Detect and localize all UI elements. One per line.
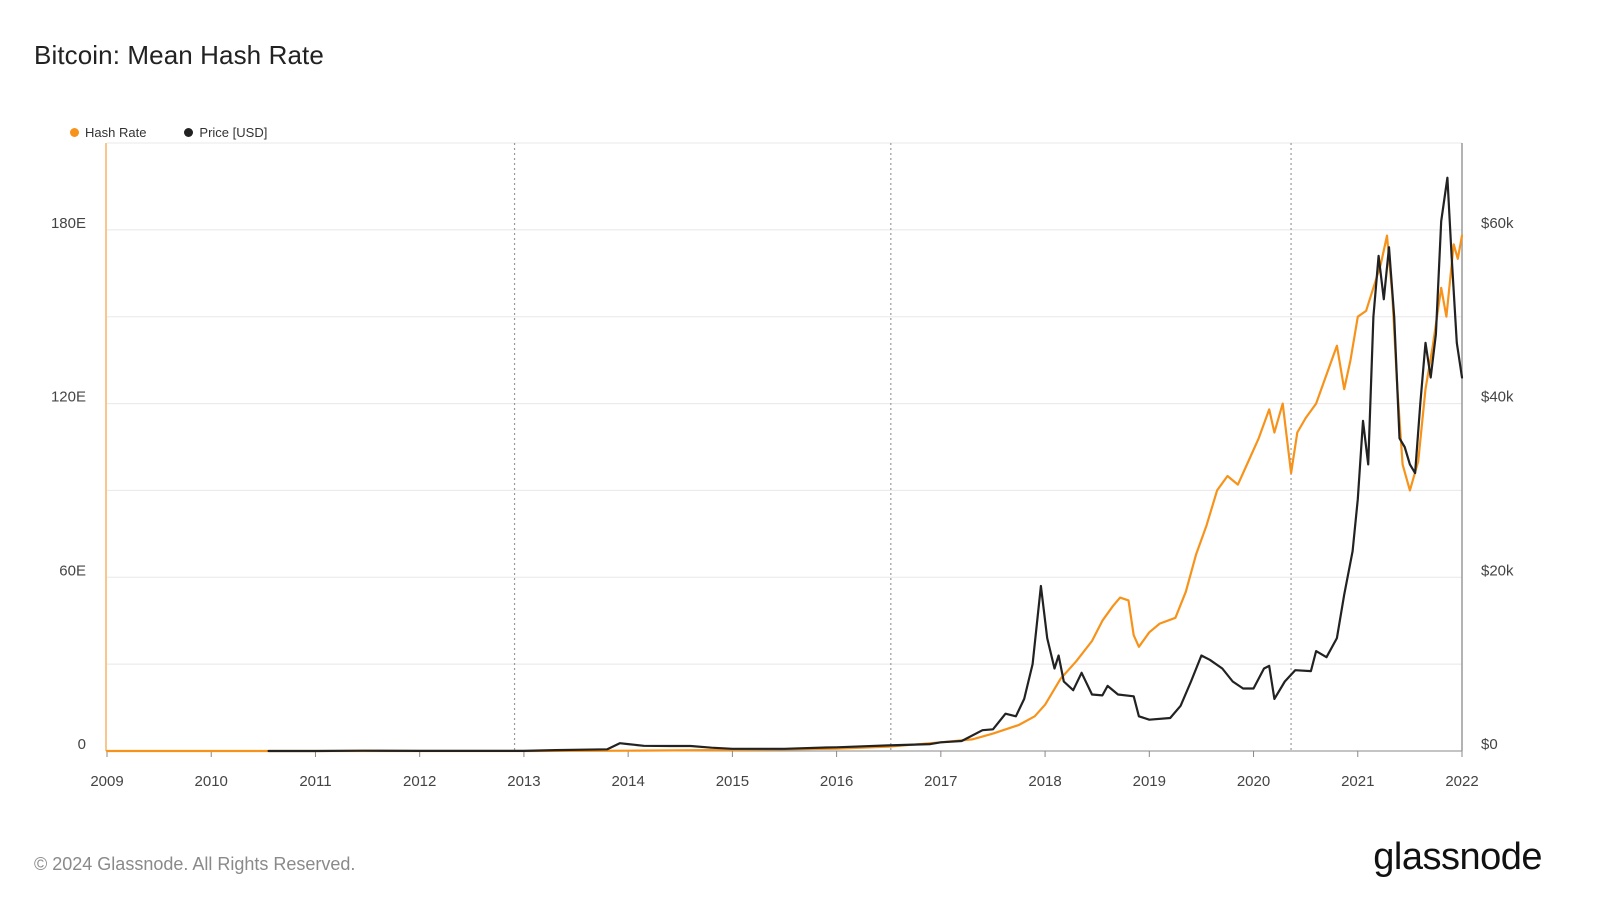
y-left-tick-label: 60E bbox=[59, 562, 86, 579]
x-tick-label: 2009 bbox=[90, 773, 123, 790]
legend: Hash Rate Price [USD] bbox=[70, 125, 267, 140]
x-tick-label: 2019 bbox=[1133, 773, 1166, 790]
x-tick-label: 2022 bbox=[1445, 773, 1478, 790]
axes bbox=[105, 143, 1463, 757]
series-layer bbox=[105, 176, 1464, 753]
x-tick-label: 2013 bbox=[507, 773, 540, 790]
x-tick-label: 2010 bbox=[195, 773, 228, 790]
chart-title: Bitcoin: Mean Hash Rate bbox=[34, 40, 324, 70]
x-tick-label: 2017 bbox=[924, 773, 957, 790]
glassnode-logo: glassnode bbox=[1373, 836, 1542, 878]
halving-lines bbox=[513, 143, 1292, 751]
legend-swatch-hash-rate bbox=[70, 128, 79, 137]
x-tick-label: 2011 bbox=[299, 773, 331, 790]
legend-label-hash-rate: Hash Rate bbox=[85, 125, 147, 140]
y-right-tick-label: $40k bbox=[1481, 389, 1514, 406]
x-tick-label: 2014 bbox=[611, 773, 644, 790]
y-right-tick-label: $20k bbox=[1481, 562, 1514, 579]
y-left-tick-label: 120E bbox=[51, 389, 86, 406]
legend-item-price[interactable]: Price [USD] bbox=[184, 125, 267, 140]
x-tick-label: 2018 bbox=[1028, 773, 1061, 790]
x-tick-label: 2015 bbox=[716, 773, 749, 790]
series-hash-rate-line bbox=[105, 234, 1464, 753]
legend-label-price: Price [USD] bbox=[199, 125, 268, 140]
x-tick-label: 2021 bbox=[1341, 773, 1374, 790]
y-right-tick-label: $60k bbox=[1481, 215, 1514, 232]
y-left-tick-label: 0 bbox=[78, 736, 86, 753]
legend-swatch-price bbox=[184, 128, 194, 137]
x-tick-label: 2016 bbox=[820, 773, 853, 790]
copyright-text: © 2024 Glassnode. All Rights Reserved. bbox=[34, 854, 356, 874]
grid bbox=[107, 142, 1462, 665]
tick-labels: 0 60E 120E 180E $0 $20k $40k $60k 2009 2010 2011 20… bbox=[51, 215, 1514, 790]
x-tick-label: 2012 bbox=[403, 773, 436, 790]
series-price-line bbox=[267, 176, 1464, 753]
x-tick-label: 2020 bbox=[1237, 773, 1270, 790]
y-right-tick-label: $0 bbox=[1481, 736, 1498, 753]
legend-item-hash-rate[interactable]: Hash Rate bbox=[70, 125, 146, 140]
y-left-tick-label: 180E bbox=[51, 215, 86, 232]
